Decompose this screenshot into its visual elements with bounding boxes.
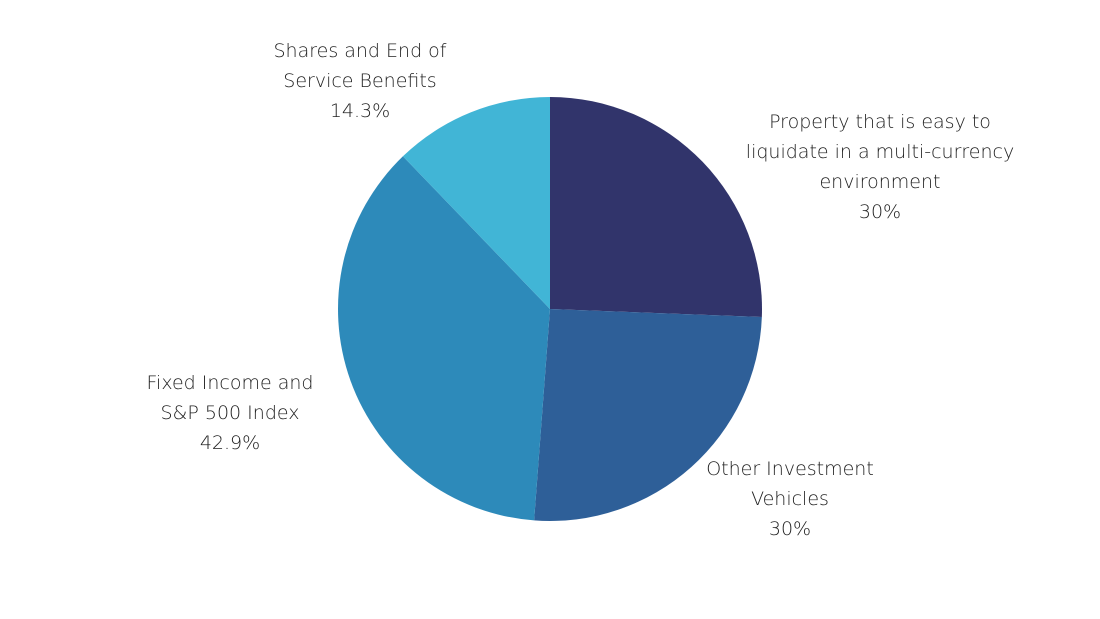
slice-label-line: Service Benefits <box>283 70 437 92</box>
pie-slice-other <box>534 309 762 521</box>
slice-label-other-investment: Other Investment Vehicles 30% <box>690 454 890 544</box>
slice-label-line: Property that is easy to <box>769 111 991 133</box>
pie-slice-property <box>550 97 762 317</box>
slice-label-property: Property that is easy to liquidate in a … <box>730 107 1030 227</box>
slice-label-shares: Shares and End of Service Benefits 14.3% <box>235 36 485 126</box>
slice-percent: 14.3% <box>329 100 391 122</box>
slice-label-line: liquidate in a multi-currency <box>745 141 1015 163</box>
slice-percent: 30% <box>858 201 902 223</box>
slice-label-fixed-income: Fixed Income and S&P 500 Index 42.9% <box>120 368 340 458</box>
slice-label-line: environment <box>819 171 941 193</box>
pie-slice-fixed <box>338 156 550 521</box>
slice-label-line: Other Investment <box>706 458 874 480</box>
pie-slice-shares <box>402 97 550 309</box>
slice-label-line: S&P 500 Index <box>160 402 300 424</box>
slice-label-line: Vehicles <box>751 488 829 510</box>
slice-label-line: Fixed Income and <box>146 372 314 394</box>
slice-percent: 30% <box>768 518 812 540</box>
slice-label-line: Shares and End of <box>273 40 447 62</box>
slice-percent: 42.9% <box>199 432 261 454</box>
